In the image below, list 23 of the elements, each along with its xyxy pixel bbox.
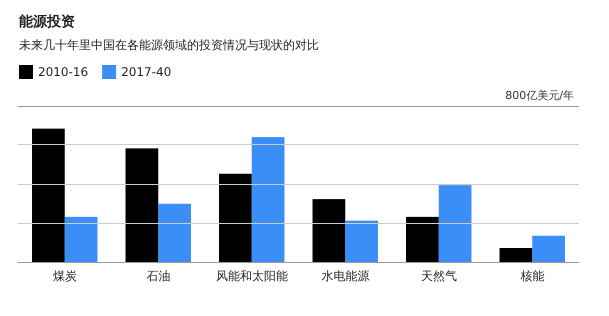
x-tick-label: 水电能源 — [321, 269, 370, 283]
bar — [345, 220, 378, 262]
bar — [406, 216, 439, 262]
bar — [532, 236, 565, 262]
bar — [64, 216, 98, 262]
legend-label: 2010-16 — [38, 65, 88, 79]
bar — [158, 204, 191, 262]
x-tick-label: 天然气 — [420, 269, 457, 283]
ref-line-label: 800亿美元/年 — [505, 89, 574, 102]
chart-subtitle: 未来几十年里中国在各能源领域的投资情况与现状的对比 — [19, 38, 319, 52]
bar — [312, 199, 346, 262]
bar — [219, 174, 252, 262]
chart-title: 能源投资 — [19, 14, 75, 30]
bar — [500, 248, 532, 262]
bar — [126, 148, 158, 262]
bar — [32, 128, 65, 262]
x-tick-label: 石油 — [146, 269, 170, 283]
x-tick-label: 风能和太阳能 — [216, 269, 288, 283]
bar — [438, 185, 472, 262]
bar — [252, 137, 284, 262]
x-tick-label: 核能 — [519, 269, 544, 283]
x-tick-label: 煤炭 — [52, 269, 77, 283]
legend-label: 2017-40 — [121, 65, 172, 79]
